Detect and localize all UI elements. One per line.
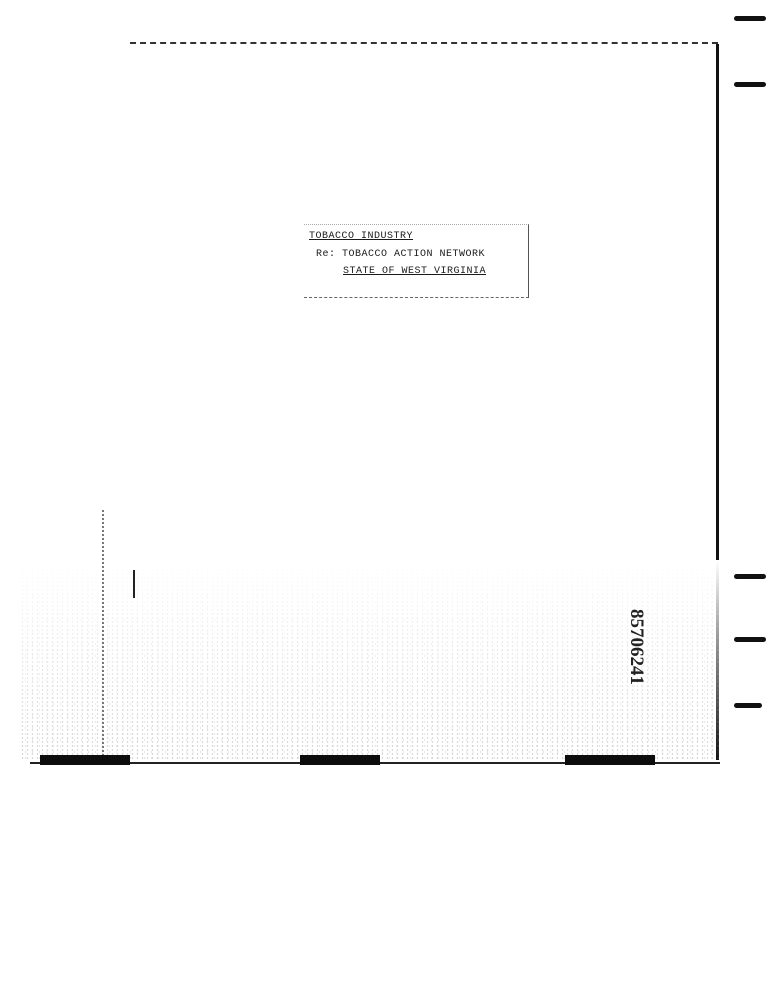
- document-number: 85706241: [626, 609, 647, 685]
- bottom-edge-bar: [300, 755, 380, 765]
- margin-dots: [102, 510, 104, 760]
- bottom-edge-bar: [565, 755, 655, 765]
- scanned-page: TOBACCO INDUSTRY Re: TOBACCO ACTION NETW…: [20, 16, 766, 765]
- edge-tab-mark: [734, 703, 762, 708]
- bottom-edge-bar: [40, 755, 130, 765]
- scan-noise-fade: [20, 560, 720, 760]
- edge-tab-mark: [734, 637, 766, 642]
- right-edge-line: [716, 44, 719, 760]
- label-line-3: STATE OF WEST VIRGINIA: [343, 266, 487, 277]
- label-line-1: TOBACCO INDUSTRY: [309, 231, 414, 242]
- file-label: TOBACCO INDUSTRY Re: TOBACCO ACTION NETW…: [304, 224, 529, 298]
- edge-tab-mark: [734, 82, 766, 87]
- edge-tab-mark: [734, 574, 766, 579]
- top-edge-line: [130, 42, 718, 44]
- edge-tab-mark: [734, 16, 766, 21]
- label-line-2: Re: TOBACCO ACTION NETWORK: [316, 249, 486, 260]
- margin-mark: [133, 570, 135, 598]
